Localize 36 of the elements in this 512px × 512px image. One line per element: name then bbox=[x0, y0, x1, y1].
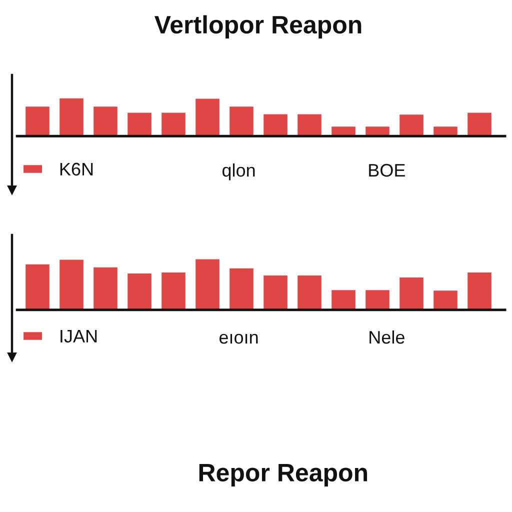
bar bbox=[332, 126, 356, 136]
bar bbox=[128, 112, 152, 136]
legend-label: K6N bbox=[60, 162, 93, 176]
bar bbox=[196, 98, 220, 136]
bar bbox=[26, 264, 50, 310]
bar bbox=[400, 114, 424, 136]
bar bbox=[94, 106, 118, 136]
text: qlon bbox=[222, 163, 255, 180]
bar bbox=[230, 268, 254, 310]
bar bbox=[366, 126, 390, 136]
bar bbox=[196, 259, 220, 310]
bar bbox=[332, 290, 356, 310]
bar bbox=[434, 126, 458, 136]
text: BOE bbox=[369, 164, 405, 177]
bar bbox=[230, 106, 254, 136]
bar bbox=[60, 98, 84, 136]
legend-label: IJAN bbox=[60, 330, 97, 343]
text: eıoın bbox=[219, 334, 258, 344]
bar bbox=[298, 276, 322, 310]
bar bbox=[128, 273, 152, 310]
bar bbox=[94, 267, 118, 310]
bar bbox=[468, 272, 492, 310]
bar bbox=[264, 276, 288, 310]
bar bbox=[162, 272, 186, 310]
bar bbox=[400, 278, 424, 310]
bar bbox=[434, 290, 458, 310]
bar bbox=[468, 112, 492, 136]
bar bbox=[298, 114, 322, 136]
chart-title: Vertlopor Reapon bbox=[154, 15, 362, 39]
bar bbox=[60, 260, 84, 310]
x-axis-title: Repor Reapon bbox=[199, 464, 368, 486]
bar bbox=[162, 112, 186, 136]
bar bbox=[366, 290, 390, 310]
bar bbox=[26, 106, 50, 136]
text: Nele bbox=[370, 330, 404, 344]
bar bbox=[264, 114, 288, 136]
